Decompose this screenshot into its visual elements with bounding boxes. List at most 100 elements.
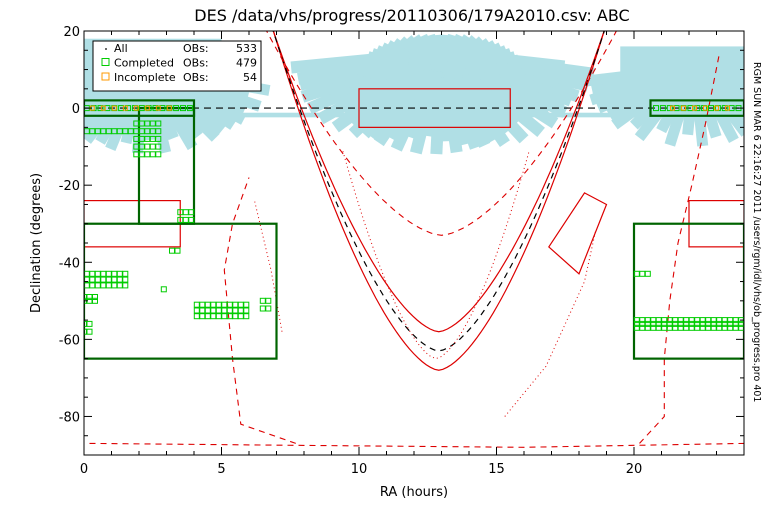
completed-ob-marker (94, 282, 101, 289)
completed-ob-marker (186, 105, 193, 112)
incomplete-ob-marker (122, 105, 128, 111)
zone-curve-outer (272, 31, 605, 371)
completed-ob-marker (204, 307, 211, 314)
completed-ob-marker (237, 313, 244, 320)
incomplete-ob-marker (166, 105, 172, 111)
incomplete-ob-marker (111, 105, 117, 111)
legend-label: Incomplete (114, 71, 176, 84)
chart-title: DES /data/vhs/progress/20110306/179A2010… (194, 6, 629, 25)
x-tick-label: 20 (626, 462, 643, 477)
completed-ob-marker (182, 216, 189, 223)
legend-symbol-dot (105, 48, 107, 50)
ob-points (84, 105, 744, 335)
legend: All OBs: 533 Completed OBs: 479 Incomplete OBs:… (92, 40, 262, 92)
completed-ob-marker (111, 276, 118, 283)
y-tick-label: 20 (63, 25, 80, 40)
completed-ob-marker (152, 105, 159, 112)
x-tick-label: 10 (351, 462, 368, 477)
completed-ob-marker (89, 282, 96, 289)
y-axis-label: Declination (degrees) (29, 173, 44, 313)
completed-ob-marker (182, 209, 189, 216)
completed-ob-marker (149, 151, 156, 158)
completed-ob-marker (221, 301, 228, 308)
legend-label: Completed (114, 57, 174, 70)
legend-symbol-square (101, 58, 110, 66)
dotted-side-curve (254, 200, 283, 332)
completed-ob-marker (105, 270, 112, 277)
legend-box (92, 40, 262, 92)
completed-ob-marker (89, 270, 96, 277)
completed-ob-marker (100, 270, 107, 277)
completed-ob-marker (116, 270, 123, 277)
completed-ob-marker (232, 301, 239, 308)
completed-ob-marker (708, 105, 714, 112)
coverage-block (620, 46, 744, 101)
completed-ob-marker (116, 276, 123, 283)
completed-ob-marker (138, 105, 145, 112)
dashed-pole-curve (89, 442, 744, 448)
completed-ob-marker (111, 270, 118, 277)
completed-ob-marker (193, 307, 200, 314)
dashed-side-curve (223, 177, 296, 444)
completed-ob-marker (97, 105, 104, 112)
x-tick-label: 0 (80, 462, 88, 477)
completed-ob-marker (210, 307, 217, 314)
y-tick-label: -20 (59, 179, 80, 194)
x-tick-label: 5 (217, 462, 225, 477)
x-axis-label: RA (hours) (380, 485, 448, 500)
completed-ob-marker (86, 320, 93, 327)
survey-area-box (632, 222, 744, 360)
legend-count: 533 (236, 42, 257, 55)
completed-ob-marker (644, 270, 651, 277)
dashed-side-curve (639, 53, 720, 444)
red-constraint-curves (89, 31, 744, 448)
completed-ob-marker (94, 270, 101, 277)
completed-ob-marker (155, 128, 162, 135)
completed-ob-marker (221, 307, 228, 314)
legend-count: 54 (243, 71, 257, 84)
incomplete-ob-marker (714, 105, 719, 111)
completed-ob-marker (155, 143, 162, 150)
completed-ob-marker (259, 305, 266, 312)
completed-ob-marker (160, 286, 167, 293)
completed-ob-marker (237, 301, 244, 308)
completed-ob-marker (721, 105, 728, 112)
completed-ob-marker (210, 313, 217, 320)
completed-ob-marker (215, 301, 222, 308)
ecliptic-curve (272, 31, 605, 352)
completed-ob-marker (199, 313, 206, 320)
completed-ob-marker (215, 307, 222, 314)
completed-ob-marker (199, 307, 206, 314)
completed-ob-marker (193, 301, 200, 308)
survey-area-box (84, 222, 278, 360)
y-tick-label: 0 (72, 102, 80, 117)
completed-ob-marker (237, 307, 244, 314)
x-tick-label: 15 (488, 462, 505, 477)
completed-ob-marker (169, 247, 175, 254)
side-annotation: RGM SUN MAR 6 22:16:27 2011 /users/rgm/i… (751, 62, 762, 402)
completed-ob-marker (149, 143, 156, 150)
axes: 0 5 10 15 20 -80 -60 -40 -20 0 20 (59, 25, 745, 477)
legend-label: All (114, 42, 128, 55)
completed-ob-marker (180, 105, 186, 112)
completed-ob-marker (243, 301, 250, 308)
completed-ob-marker (155, 151, 162, 158)
incomplete-ob-marker (144, 105, 150, 111)
incomplete-ob-marker (681, 105, 686, 111)
completed-ob-marker (92, 297, 98, 304)
completed-ob-marker (265, 297, 272, 304)
completed-ob-marker (122, 276, 129, 283)
completed-ob-marker (92, 294, 98, 300)
legend-ob-label: OBs: (183, 71, 209, 84)
completed-ob-marker (89, 276, 96, 283)
completed-ob-marker (210, 301, 217, 308)
incomplete-ob-marker (725, 105, 730, 111)
completed-ob-marker (243, 313, 250, 320)
completed-ob-marker (221, 313, 228, 320)
incomplete-ob-marker (133, 105, 139, 111)
completed-ob-marker (111, 282, 118, 289)
completed-ob-marker (125, 105, 131, 112)
completed-ob-marker (215, 313, 222, 320)
dashed-limit-curve (266, 31, 617, 236)
completed-ob-marker (204, 301, 211, 308)
